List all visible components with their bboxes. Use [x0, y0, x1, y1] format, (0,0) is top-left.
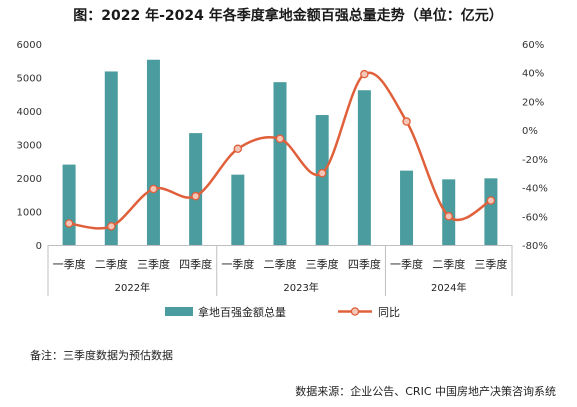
- bar: [189, 133, 203, 245]
- line-point: [360, 69, 369, 79]
- right-axis-tick-label: 60%: [522, 40, 544, 51]
- yoy-line: [68, 71, 492, 230]
- right-axis-tick-label: -80%: [522, 241, 548, 252]
- bar: [484, 178, 498, 245]
- bar: [357, 90, 371, 245]
- left-axis-tick-label: 3000: [17, 141, 42, 152]
- bar: [400, 170, 414, 245]
- footnote: 备注：三季度数据为预估数据: [30, 348, 173, 362]
- left-axis: 0 1000 2000 3000 4000 5000 6000: [17, 40, 42, 252]
- right-axis-tick-label: -20%: [522, 155, 548, 166]
- bar: [315, 115, 329, 246]
- category-label: 一季度: [390, 257, 423, 271]
- left-axis-tick-label: 0: [36, 241, 42, 252]
- left-axis-tick-label: 5000: [17, 74, 42, 85]
- category-label: 三季度: [306, 257, 339, 271]
- legend-line-label: 同比: [378, 306, 400, 319]
- line-point: [486, 196, 496, 205]
- category-label: 四季度: [179, 257, 212, 271]
- line-series: [64, 69, 496, 231]
- bar: [104, 71, 118, 245]
- category-label: 四季度: [348, 257, 381, 271]
- line-point: [275, 134, 285, 144]
- year-label: 2023年: [283, 281, 318, 294]
- right-axis-tick-label: 20%: [522, 97, 544, 108]
- line-point: [149, 184, 158, 194]
- bar: [146, 59, 160, 246]
- line-point: [64, 219, 74, 228]
- right-axis: -80% -60% -40% -20% 0% 20% 40% 60%: [522, 40, 548, 252]
- legend-bar-label: 拿地百强金额总量: [198, 305, 286, 319]
- right-axis-tick-label: 0%: [522, 126, 538, 137]
- legend-line-marker: [350, 307, 360, 316]
- category-label: 二季度: [264, 257, 297, 271]
- line-point: [402, 117, 411, 126]
- category-label: 二季度: [95, 257, 128, 271]
- bar-series: [62, 59, 498, 246]
- legend: 拿地百强金额总量 同比: [165, 305, 400, 319]
- year-label: 2024年: [431, 281, 466, 294]
- category-label: 一季度: [221, 257, 254, 271]
- category-label: 三季度: [474, 257, 507, 271]
- category-label: 二季度: [432, 257, 465, 271]
- line-point: [107, 222, 116, 231]
- line-point: [317, 168, 327, 178]
- right-axis-tick-label: 40%: [522, 69, 544, 80]
- right-axis-tick-label: -40%: [522, 184, 548, 195]
- left-axis-tick-label: 4000: [17, 107, 42, 118]
- line-point: [233, 144, 243, 154]
- left-axis-tick-label: 6000: [17, 40, 42, 51]
- left-axis-tick-label: 2000: [17, 174, 42, 185]
- right-axis-tick-label: -60%: [522, 212, 548, 223]
- source-note: 数据来源：企业公告、CRIC 中国房地产决策咨询系统: [295, 384, 556, 398]
- bar: [231, 174, 245, 245]
- chart-title: 图：2022 年-2024 年各季度拿地金额百强总量走势（单位：亿元）: [73, 7, 503, 24]
- line-point: [191, 191, 200, 201]
- bar: [62, 164, 76, 245]
- left-axis-tick-label: 1000: [17, 208, 42, 219]
- bar: [273, 82, 287, 245]
- legend-bar-swatch: [165, 307, 193, 316]
- category-label: 一季度: [53, 257, 86, 271]
- category-label: 三季度: [137, 257, 170, 271]
- year-label: 2022年: [115, 281, 150, 294]
- line-point: [444, 212, 453, 221]
